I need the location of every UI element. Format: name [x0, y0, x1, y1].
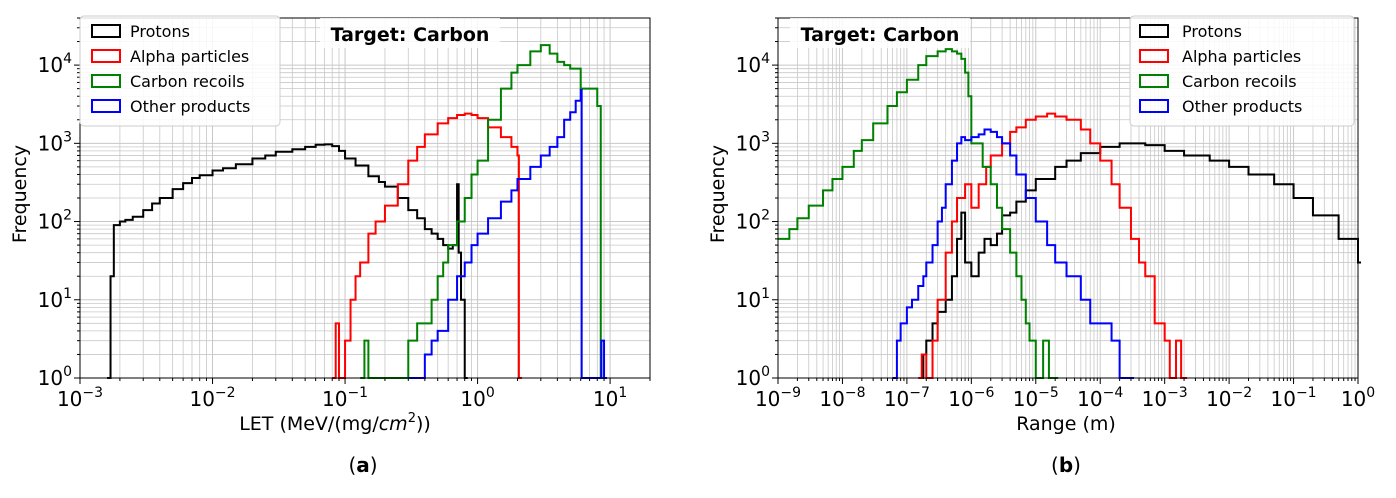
panel-a-y-axis-label: Frequency — [9, 145, 31, 243]
panel-b-series-layer — [778, 48, 1361, 379]
panel-b-series-carbon-recoils — [778, 48, 1059, 379]
panel-b-legend-item: Other products — [1139, 97, 1302, 116]
panel-a-legend-item: Alpha particles — [91, 47, 249, 66]
panel-a-annotation-box — [320, 18, 500, 48]
panel-a-legend-box — [79, 15, 281, 127]
panel-b-xtick-label: 10−7 — [884, 385, 930, 411]
panel-a-xtick-label: 101 — [593, 385, 627, 411]
panel-a-xtick-label: 100 — [460, 385, 494, 411]
panel-a-legend: Protons Alpha particles Carbon recoils O… — [79, 15, 281, 127]
panel-a-legend-label: Alpha particles — [130, 47, 249, 66]
panel-b-xtick-labels: 10−9 10−8 10−7 10−6 10−5 10−4 10−3 10−2 … — [755, 385, 1375, 411]
panel-b-legend-item: Protons — [1139, 22, 1242, 41]
panel-b-xtick-label: 10−1 — [1271, 385, 1317, 411]
panel-b-xtick-label: 100 — [1341, 385, 1375, 411]
panel-b-xtick-label: 10−8 — [819, 385, 865, 411]
panel-a: 10−3 10−2 10−1 100 101 100 101 102 103 1… — [9, 15, 651, 477]
panel-b-legend-swatch — [1139, 99, 1169, 113]
panel-b-legend-item: Carbon recoils — [1139, 72, 1297, 91]
panel-a-x-axis-label: LET (MeV/(mg/cm2)) — [239, 411, 431, 435]
panel-a-ytick-label: 100 — [38, 364, 72, 390]
panel-a-legend-swatch — [91, 74, 121, 88]
panel-a-xtick-label: 10−3 — [57, 385, 103, 411]
panel-b-xtick-label: 10−3 — [1142, 385, 1188, 411]
panel-b-ytick-label: 102 — [736, 208, 770, 234]
panel-b-legend: Protons Alpha particles Carbon recoils O… — [1129, 15, 1355, 127]
panel-b-legend-label: Carbon recoils — [1182, 72, 1297, 91]
panel-a-legend-swatch — [91, 99, 121, 113]
panel-a-series-layer — [107, 44, 608, 379]
panel-b-series-alpha-particles — [918, 112, 1188, 379]
panel-a-caption: (a) — [348, 453, 377, 477]
panel-a-series-other-products — [408, 89, 608, 379]
panel-a-legend-label: Carbon recoils — [130, 72, 245, 91]
panel-a-ytick-label: 103 — [38, 129, 72, 155]
panel-a-annotation: Target: Carbon — [331, 24, 490, 46]
panel-a-legend-item: Other products — [91, 97, 250, 116]
panel-b-annotation: Target: Carbon — [801, 24, 960, 46]
panel-b-ytick-label: 101 — [736, 286, 770, 312]
panel-b-xtick-label: 10−6 — [948, 385, 994, 411]
panel-a-series-alpha-particles — [332, 112, 522, 379]
panel-b-ytick-labels: 100 101 102 103 104 — [736, 51, 770, 390]
panel-b-caption: (b) — [1051, 453, 1081, 477]
panel-a-ytick-label: 102 — [38, 208, 72, 234]
panel-b-xtick-label: 10−9 — [755, 385, 801, 411]
panel-a-xtick-label: 10−1 — [322, 385, 368, 411]
panel-a-legend-item: Protons — [91, 22, 190, 41]
panel-a-legend-label: Protons — [130, 22, 190, 41]
panel-a-legend-item: Carbon recoils — [91, 72, 245, 91]
panel-b-legend-box — [1129, 15, 1355, 127]
panel-a-series-carbon-recoils — [360, 44, 604, 379]
panel-b-ytick-label: 104 — [736, 51, 770, 77]
panel-a-ticks — [74, 17, 651, 384]
panel-a-xtick-labels: 10−3 10−2 10−1 100 101 — [57, 385, 627, 411]
panel-b-xtick-label: 10−2 — [1206, 385, 1252, 411]
panel-a-ytick-label: 101 — [38, 286, 72, 312]
panel-a-ytick-label: 104 — [38, 51, 72, 77]
panel-b-x-axis-label: Range (m) — [1016, 413, 1116, 435]
panel-a-ytick-labels: 100 101 102 103 104 — [38, 51, 72, 390]
panel-b-legend-label: Other products — [1182, 97, 1302, 116]
panel-b-ytick-label: 103 — [736, 129, 770, 155]
panel-b-legend-label: Protons — [1182, 22, 1242, 41]
panel-b-legend-swatch — [1139, 49, 1169, 63]
panel-b-legend-swatch — [1139, 24, 1169, 38]
panel-a-series-protons — [107, 143, 468, 379]
panel-b-series-other-products — [892, 128, 1134, 379]
panel-b: 10−9 10−8 10−7 10−6 10−5 10−4 10−3 10−2 … — [707, 15, 1375, 477]
panel-a-legend-swatch — [91, 49, 121, 63]
panel-b-y-axis-label: Frequency — [707, 145, 729, 243]
panel-b-ytick-label: 100 — [736, 364, 770, 390]
panel-b-xtick-label: 10−5 — [1013, 385, 1059, 411]
panel-a-legend-label: Other products — [130, 97, 250, 116]
panel-b-legend-swatch — [1139, 74, 1169, 88]
panel-b-xtick-label: 10−4 — [1077, 385, 1123, 411]
panel-a-legend-swatch — [91, 24, 121, 38]
panel-a-xtick-label: 10−2 — [189, 385, 235, 411]
panel-b-legend-label: Alpha particles — [1182, 47, 1301, 66]
panel-b-ticks — [772, 17, 1359, 384]
panel-b-legend-item: Alpha particles — [1139, 47, 1301, 66]
panel-b-annotation-box — [790, 18, 970, 48]
